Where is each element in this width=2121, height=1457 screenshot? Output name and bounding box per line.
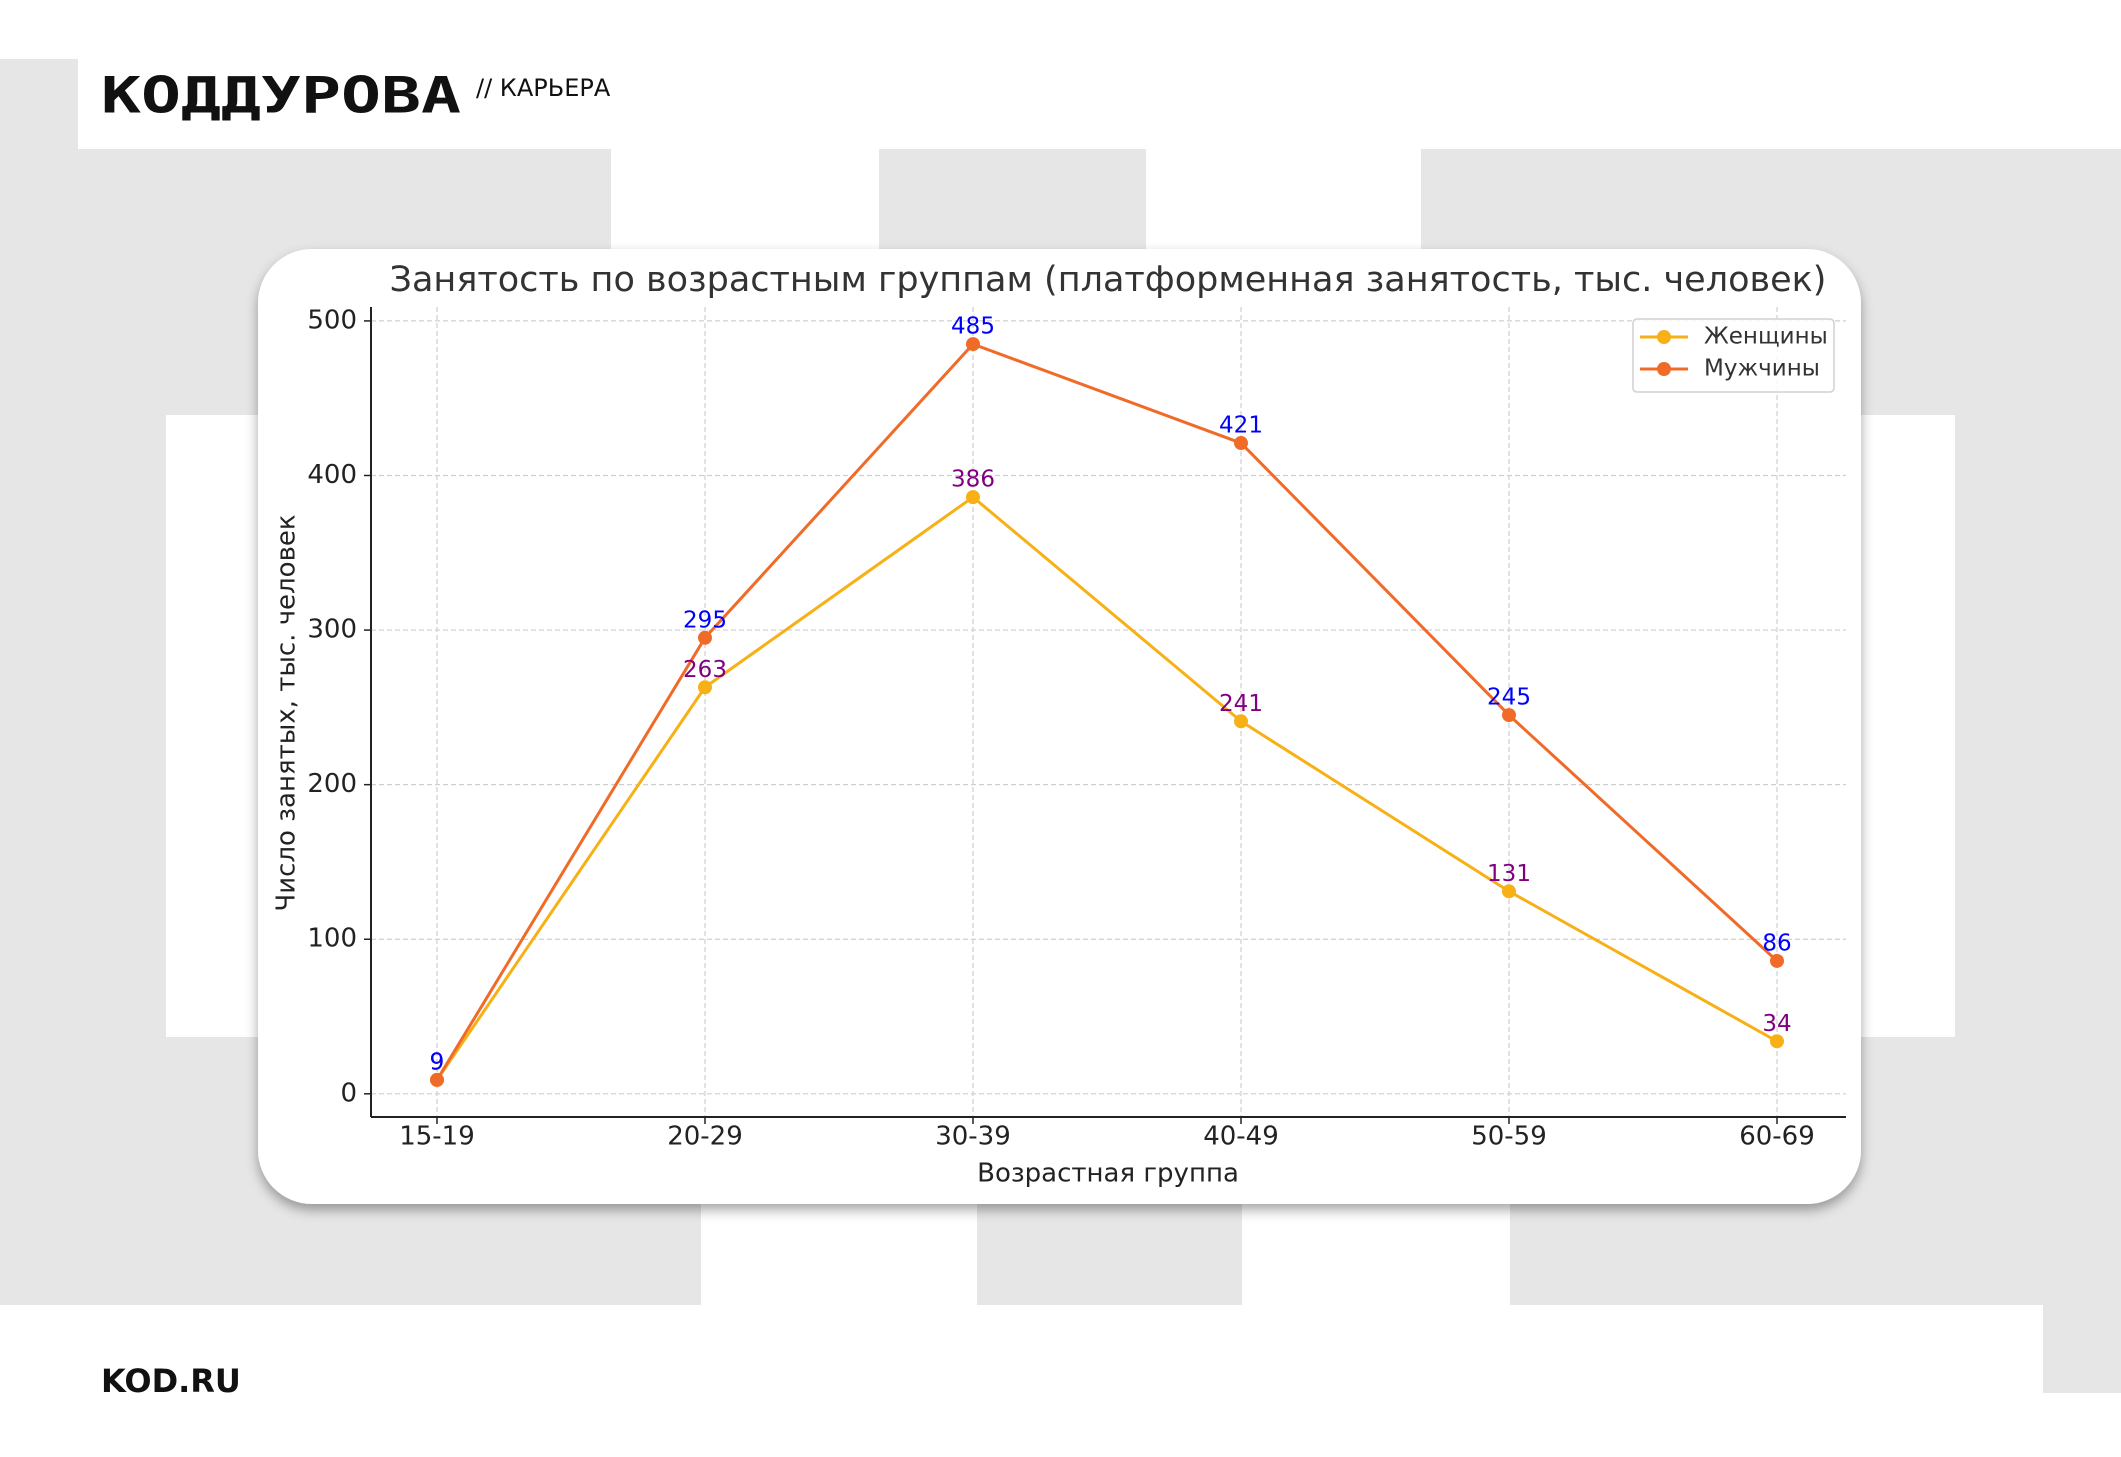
data-label: 241	[1219, 691, 1263, 717]
data-point	[1502, 708, 1516, 723]
y-tick-label: 400	[307, 460, 357, 490]
data-label: 9	[430, 1049, 445, 1075]
data-point	[1234, 436, 1248, 451]
y-axis-label: Число занятых, тыс. человек	[272, 514, 302, 911]
data-point	[1770, 953, 1784, 968]
series-line	[435, 495, 1778, 1081]
data-label: 386	[951, 467, 995, 493]
data-label: 421	[1219, 413, 1263, 439]
chart: Занятость по возрастным группам (платфор…	[272, 260, 1846, 1189]
legend-marker	[1657, 362, 1671, 376]
series-line	[435, 342, 1779, 1081]
legend-marker	[1657, 330, 1671, 344]
y-tick-label: 200	[307, 769, 357, 799]
data-label: 34	[1762, 1011, 1791, 1037]
y-tick-label: 100	[307, 924, 357, 954]
data-point	[1770, 1034, 1784, 1049]
data-label: 9	[430, 1049, 445, 1075]
data-label: 263	[683, 657, 727, 683]
logo: КОДДУРОВА	[101, 67, 461, 125]
x-tick-label: 30-39	[935, 1122, 1011, 1152]
data-point	[698, 680, 712, 695]
y-tick-label: 0	[340, 1078, 357, 1108]
x-tick-label: 50-59	[1471, 1122, 1547, 1152]
section-label: // КАРЬЕРА	[476, 74, 611, 102]
data-label: 131	[1487, 861, 1531, 887]
x-tick-label: 60-69	[1739, 1122, 1815, 1152]
x-tick-label: 20-29	[667, 1122, 743, 1152]
footer-site: KOD.RU	[101, 1362, 241, 1400]
x-axis-label: Возрастная группа	[977, 1159, 1239, 1189]
data-point	[430, 1072, 444, 1087]
y-tick-label: 500	[307, 305, 357, 335]
data-point	[1234, 714, 1248, 729]
data-point	[966, 337, 980, 352]
legend-label: Мужчины	[1704, 356, 1820, 382]
y-tick-label: 300	[307, 615, 357, 645]
data-label: 485	[951, 314, 995, 340]
data-point	[698, 630, 712, 645]
data-label: 295	[683, 607, 727, 633]
data-point	[1502, 884, 1516, 899]
chart-card	[258, 249, 1861, 1204]
data-label: 86	[1762, 930, 1791, 956]
data-label: 245	[1487, 685, 1531, 711]
legend-label: Женщины	[1704, 324, 1828, 350]
chart-title: Занятость по возрастным группам (платфор…	[390, 260, 1827, 300]
x-tick-label: 15-19	[399, 1122, 475, 1152]
data-point	[966, 490, 980, 505]
x-tick-label: 40-49	[1203, 1122, 1279, 1152]
